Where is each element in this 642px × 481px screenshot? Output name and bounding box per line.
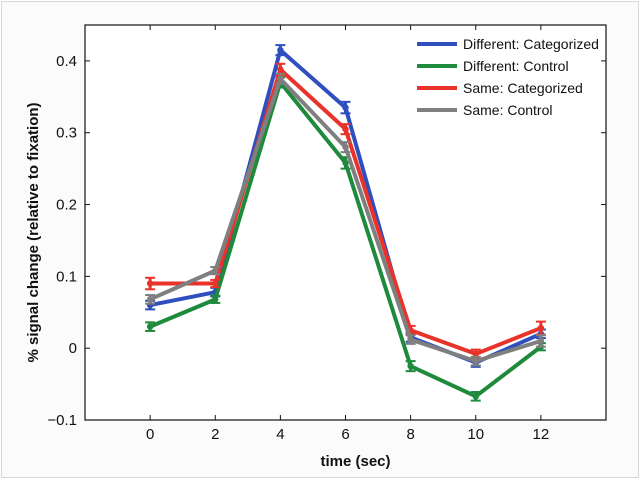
data-point (407, 336, 414, 343)
x-tick-label: 12 (533, 426, 550, 443)
data-point (342, 159, 349, 167)
legend-label: Different: Categorized (463, 36, 599, 52)
data-point (212, 296, 219, 303)
data-point (146, 296, 154, 303)
x-tick-label: 0 (146, 426, 154, 443)
x-tick-label: 6 (341, 426, 349, 443)
y-tick-label: 0 (69, 340, 77, 357)
legend-label: Same: Categorized (463, 80, 583, 96)
y-axis-title: % signal change (relative to fixation) (25, 102, 42, 362)
data-point (342, 125, 349, 133)
data-point (472, 357, 479, 365)
data-point (146, 280, 154, 287)
y-tick-label: 0.1 (56, 268, 77, 285)
data-point (277, 75, 284, 83)
legend-label: Different: Control (463, 58, 569, 74)
data-point (537, 324, 545, 332)
data-point (277, 46, 284, 54)
x-tick-label: 2 (211, 426, 219, 443)
y-tick-label: 0.4 (56, 53, 77, 70)
data-point (407, 362, 414, 370)
data-point (537, 337, 545, 345)
data-point (472, 393, 479, 400)
y-tick-label: 0.3 (56, 125, 77, 142)
data-point (146, 323, 154, 330)
data-point (212, 267, 219, 274)
x-tick-label: 8 (406, 426, 414, 443)
data-point (342, 104, 349, 111)
x-tick-label: 10 (467, 426, 484, 443)
y-tick-label: 0.2 (56, 197, 77, 214)
data-point (277, 66, 284, 73)
x-tick-label: 4 (276, 426, 284, 443)
x-axis-title: time (sec) (320, 453, 390, 470)
data-point (342, 143, 349, 151)
legend-label: Same: Control (463, 102, 552, 118)
y-tick-label: −0.1 (47, 412, 77, 429)
data-point (472, 350, 479, 358)
plot-area (84, 24, 607, 421)
data-point (212, 280, 219, 287)
